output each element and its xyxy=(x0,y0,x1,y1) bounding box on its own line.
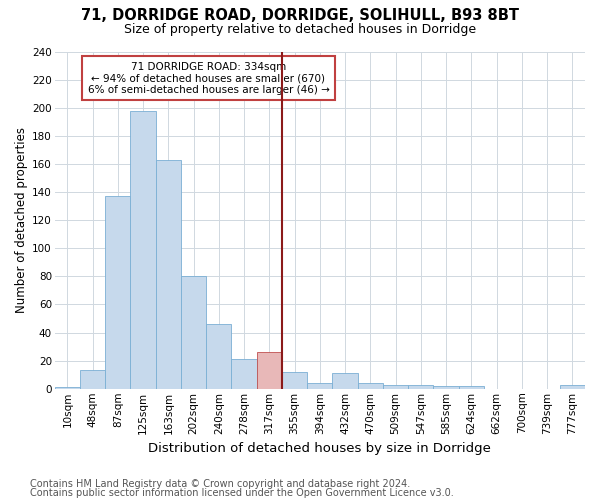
Text: 71, DORRIDGE ROAD, DORRIDGE, SOLIHULL, B93 8BT: 71, DORRIDGE ROAD, DORRIDGE, SOLIHULL, B… xyxy=(81,8,519,22)
Bar xyxy=(282,372,307,389)
X-axis label: Distribution of detached houses by size in Dorridge: Distribution of detached houses by size … xyxy=(148,442,491,455)
Bar xyxy=(408,384,433,389)
Text: Contains HM Land Registry data © Crown copyright and database right 2024.: Contains HM Land Registry data © Crown c… xyxy=(30,479,410,489)
Bar xyxy=(307,383,332,389)
Bar xyxy=(257,352,282,389)
Text: Size of property relative to detached houses in Dorridge: Size of property relative to detached ho… xyxy=(124,22,476,36)
Text: Contains public sector information licensed under the Open Government Licence v3: Contains public sector information licen… xyxy=(30,488,454,498)
Bar xyxy=(459,386,484,389)
Bar xyxy=(130,110,156,389)
Bar xyxy=(156,160,181,389)
Bar xyxy=(206,324,232,389)
Bar xyxy=(232,360,257,389)
Bar xyxy=(332,374,358,389)
Bar xyxy=(433,386,459,389)
Bar xyxy=(383,384,408,389)
Y-axis label: Number of detached properties: Number of detached properties xyxy=(15,127,28,313)
Bar xyxy=(55,388,80,389)
Bar xyxy=(358,383,383,389)
Bar xyxy=(80,370,105,389)
Bar xyxy=(181,276,206,389)
Bar xyxy=(105,196,130,389)
Bar xyxy=(560,384,585,389)
Text: 71 DORRIDGE ROAD: 334sqm
← 94% of detached houses are smaller (670)
6% of semi-d: 71 DORRIDGE ROAD: 334sqm ← 94% of detach… xyxy=(88,62,329,95)
